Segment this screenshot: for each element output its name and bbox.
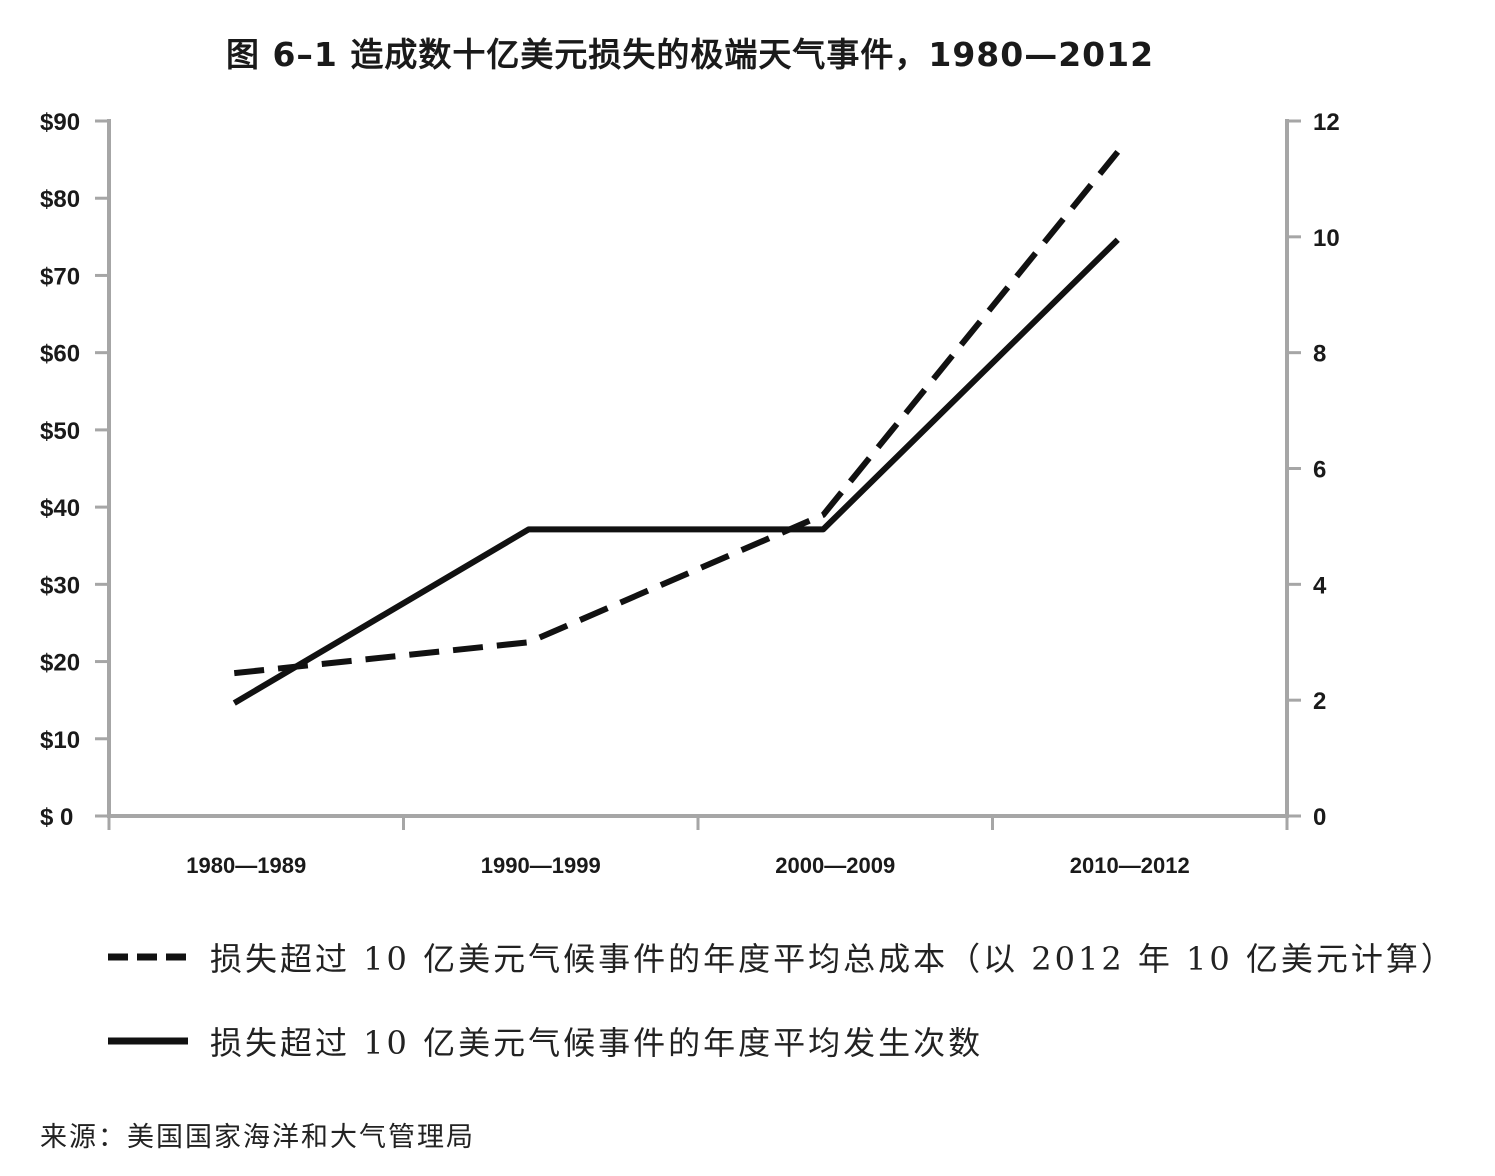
line-chart: $ 0 $10 $20 $30 $40 $50 $60 $70 $80 $90 0 2 4 6 8 10 12 1… [40,109,1340,878]
legend-label-count: 损失超过 10 亿美元气候事件的年度平均发生次数 [210,1024,984,1062]
legend-swatch-dashed [108,953,188,961]
left-axis-tick-label: $50 [40,418,80,445]
series-line-cost [233,149,1121,677]
left-axis-tick-label: $ 0 [40,804,73,831]
right-axis-tick-label: 0 [1313,804,1326,831]
right-axis-tick-label: 2 [1313,688,1326,715]
left-axis-tick-label: $30 [40,572,80,599]
chart-title: 图 6–1 造成数十亿美元损失的极端天气事件，1980—2012 [225,35,1155,74]
legend-item-count: 损失超过 10 亿美元气候事件的年度平均发生次数 [108,1009,1456,1073]
left-axis-tick-label: $40 [40,495,80,522]
left-axis-tick-label: $10 [40,727,80,754]
right-axis-tick-label: 4 [1313,572,1327,599]
right-axis-tick-label: 8 [1313,341,1326,368]
left-axis-tick-label: $20 [40,650,80,677]
x-axis-category-label: 2010—2012 [1070,853,1190,878]
x-axis-category-label: 2000—2009 [775,853,895,878]
chart-legend: 损失超过 10 亿美元气候事件的年度平均总成本（以 2012 年 10 亿美元计… [108,925,1456,1093]
x-axis-category-label: 1990—1999 [481,853,601,878]
legend-label-cost: 损失超过 10 亿美元气候事件的年度平均总成本（以 2012 年 10 亿美元计… [210,940,1456,978]
legend-swatch-solid [108,1037,188,1045]
legend-item-cost: 损失超过 10 亿美元气候事件的年度平均总成本（以 2012 年 10 亿美元计… [108,925,1456,989]
right-axis-tick-label: 10 [1313,225,1340,252]
x-axis-category-label: 1980—1989 [186,853,306,878]
series-line-count [232,237,1120,706]
left-axis-tick-label: $80 [40,186,80,213]
left-axis-tick-label: $60 [40,341,80,368]
source-note: 来源：美国国家海洋和大气管理局 [40,1122,475,1153]
right-axis-tick-label: 12 [1313,109,1340,136]
left-axis-tick-label: $70 [40,263,80,290]
right-axis-tick-label: 6 [1313,457,1326,484]
left-axis-tick-label: $90 [40,109,80,136]
